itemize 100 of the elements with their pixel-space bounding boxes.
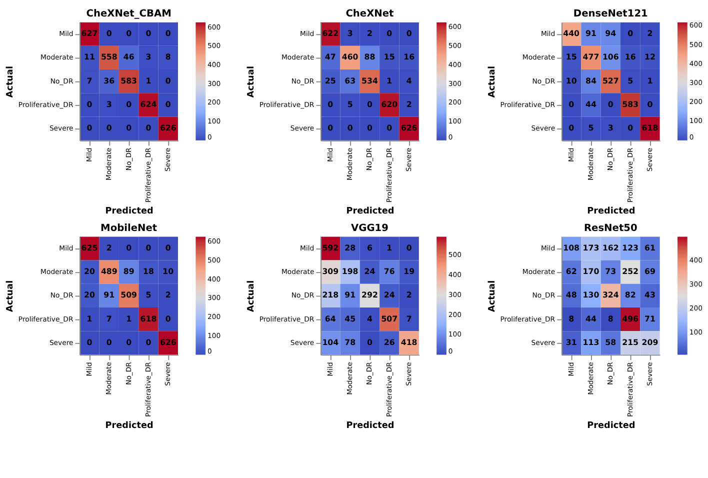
data-label: 91 bbox=[104, 290, 115, 300]
chart-title: MobileNet bbox=[100, 222, 158, 234]
data-label: 0 bbox=[367, 124, 373, 132]
x-axis-title: Predicted bbox=[346, 206, 394, 216]
data-label: 15 bbox=[384, 52, 395, 62]
data-label: 324 bbox=[602, 290, 620, 300]
data-label: 0 bbox=[126, 124, 132, 132]
data-label: 19 bbox=[404, 267, 415, 276]
data-label: 6 bbox=[367, 243, 373, 252]
data-label: 25 bbox=[324, 76, 336, 86]
data-label: 618 bbox=[642, 124, 658, 132]
data-label: 592 bbox=[322, 243, 339, 252]
data-label: 7 bbox=[106, 314, 112, 324]
data-label: 16 bbox=[404, 52, 416, 62]
data-label: 4 bbox=[367, 314, 373, 324]
data-label: 0 bbox=[165, 100, 172, 109]
data-label: 625 bbox=[81, 243, 98, 252]
data-label: 36 bbox=[104, 76, 116, 86]
y-axis-title: Actual bbox=[246, 66, 256, 98]
data-label: 3 bbox=[106, 100, 112, 109]
x-axis-title: Predicted bbox=[587, 206, 636, 216]
data-label: 309 bbox=[322, 267, 339, 276]
data-label: 123 bbox=[622, 243, 639, 252]
data-label: 460 bbox=[342, 52, 359, 62]
data-label: 477 bbox=[582, 52, 600, 62]
data-label: 0 bbox=[146, 29, 152, 38]
data-label: 104 bbox=[322, 338, 340, 347]
data-label: 94 bbox=[605, 29, 617, 38]
data-label: 0 bbox=[406, 29, 412, 38]
data-label: 15 bbox=[566, 52, 577, 62]
data-label: 0 bbox=[628, 124, 634, 132]
data-label: 527 bbox=[602, 76, 619, 86]
data-label: 28 bbox=[344, 243, 356, 252]
data-label: 2 bbox=[106, 243, 112, 252]
y-axis-title: Actual bbox=[5, 280, 16, 312]
data-label: 0 bbox=[165, 243, 172, 252]
data-label: 620 bbox=[381, 100, 398, 109]
data-label: 0 bbox=[165, 76, 172, 86]
data-label: 534 bbox=[362, 76, 378, 86]
data-label: 10 bbox=[566, 76, 578, 86]
data-label: 130 bbox=[582, 290, 600, 300]
data-label: 509 bbox=[120, 290, 138, 300]
data-label: 626 bbox=[160, 338, 177, 347]
data-label: 0 bbox=[406, 243, 412, 252]
data-label: 170 bbox=[582, 267, 600, 276]
data-label: 20 bbox=[84, 290, 96, 300]
data-label: 0 bbox=[386, 29, 393, 38]
data-label: 5 bbox=[588, 124, 594, 132]
data-label: 108 bbox=[563, 243, 580, 252]
data-label: 106 bbox=[602, 52, 620, 62]
data-label: 1 bbox=[86, 314, 92, 324]
data-label: 583 bbox=[622, 100, 639, 109]
data-label: 624 bbox=[140, 100, 158, 109]
data-label: 1 bbox=[647, 76, 653, 86]
data-label: 63 bbox=[344, 76, 356, 86]
data-label: 7 bbox=[406, 314, 412, 324]
data-label: 0 bbox=[146, 338, 152, 347]
data-label: 48 bbox=[566, 290, 577, 300]
data-label: 0 bbox=[126, 29, 132, 38]
data-label: 0 bbox=[386, 124, 393, 132]
data-label: 626 bbox=[400, 124, 418, 132]
data-label: 0 bbox=[347, 124, 354, 132]
data-label: 0 bbox=[647, 100, 654, 109]
data-label: 162 bbox=[602, 243, 619, 252]
y-axis-title: Actual bbox=[5, 66, 16, 98]
y-axis-title: Actual bbox=[487, 66, 498, 98]
data-label: 24 bbox=[364, 267, 376, 276]
data-label: 5 bbox=[347, 100, 353, 109]
data-label: 0 bbox=[126, 243, 132, 252]
data-label: 0 bbox=[165, 29, 172, 38]
data-label: 1 bbox=[146, 76, 152, 86]
x-axis-title: Predicted bbox=[105, 420, 154, 431]
data-label: 43 bbox=[644, 290, 656, 300]
data-label: 44 bbox=[586, 100, 597, 109]
data-label: 489 bbox=[100, 267, 118, 276]
data-label: 418 bbox=[400, 338, 418, 347]
data-label: 44 bbox=[586, 314, 597, 324]
data-label: 0 bbox=[328, 100, 334, 109]
data-label: 24 bbox=[384, 290, 396, 300]
data-label: 8 bbox=[568, 314, 574, 324]
data-label: 89 bbox=[123, 267, 134, 276]
data-label: 0 bbox=[146, 243, 152, 252]
data-label: 3 bbox=[608, 124, 614, 132]
data-label: 45 bbox=[344, 314, 356, 324]
data-label: 84 bbox=[586, 76, 597, 86]
data-label: 583 bbox=[120, 76, 138, 86]
data-label: 3 bbox=[146, 52, 152, 62]
data-label: 73 bbox=[605, 267, 616, 276]
data-label: 252 bbox=[622, 267, 639, 276]
data-label: 218 bbox=[322, 290, 339, 300]
data-label: 88 bbox=[364, 52, 376, 62]
data-label: 20 bbox=[84, 267, 96, 276]
data-label: 496 bbox=[622, 314, 640, 324]
chart-title: DenseNet121 bbox=[573, 8, 648, 20]
chart-title: CheXNet_CBAM bbox=[86, 8, 172, 20]
data-label: 507 bbox=[381, 314, 398, 324]
data-label: 1 bbox=[386, 76, 392, 86]
data-label: 198 bbox=[342, 267, 358, 276]
y-axis-title: Actual bbox=[246, 280, 256, 312]
data-label: 0 bbox=[568, 124, 575, 132]
